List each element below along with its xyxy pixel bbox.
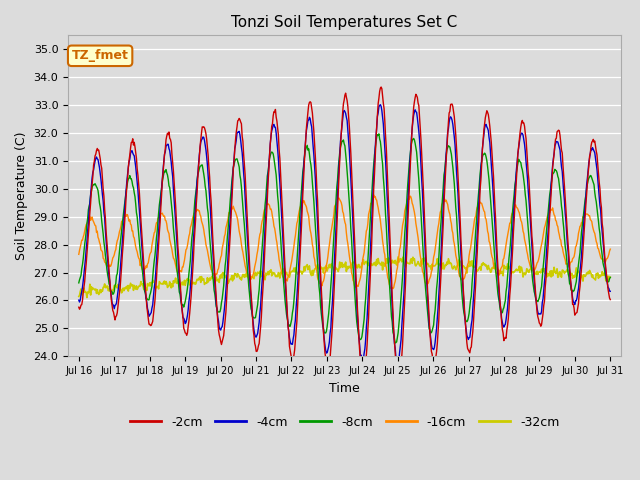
Legend: -2cm, -4cm, -8cm, -16cm, -32cm: -2cm, -4cm, -8cm, -16cm, -32cm: [125, 411, 564, 434]
Title: Tonzi Soil Temperatures Set C: Tonzi Soil Temperatures Set C: [232, 15, 458, 30]
Text: TZ_fmet: TZ_fmet: [72, 49, 129, 62]
Y-axis label: Soil Temperature (C): Soil Temperature (C): [15, 132, 28, 260]
X-axis label: Time: Time: [329, 382, 360, 395]
